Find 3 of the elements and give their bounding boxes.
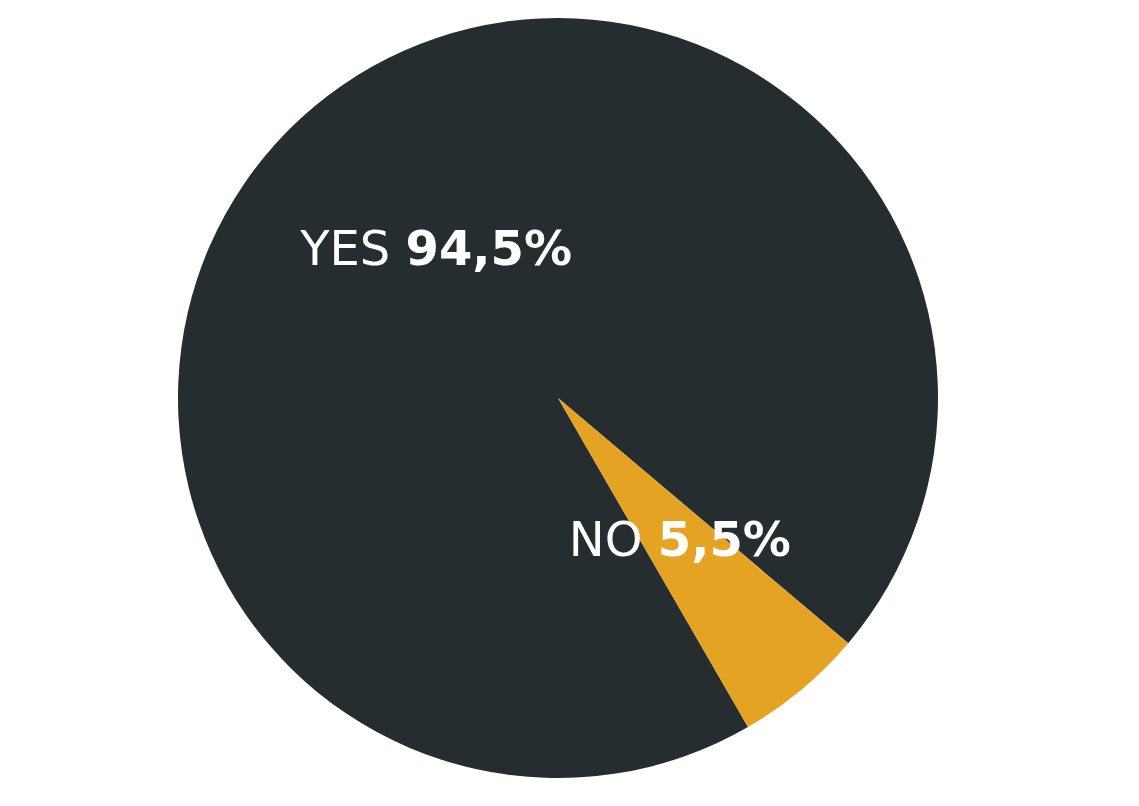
data-label: 94,5%: [405, 219, 573, 276]
slice-label: YES: [299, 219, 406, 276]
slice-label: NO: [568, 511, 658, 568]
